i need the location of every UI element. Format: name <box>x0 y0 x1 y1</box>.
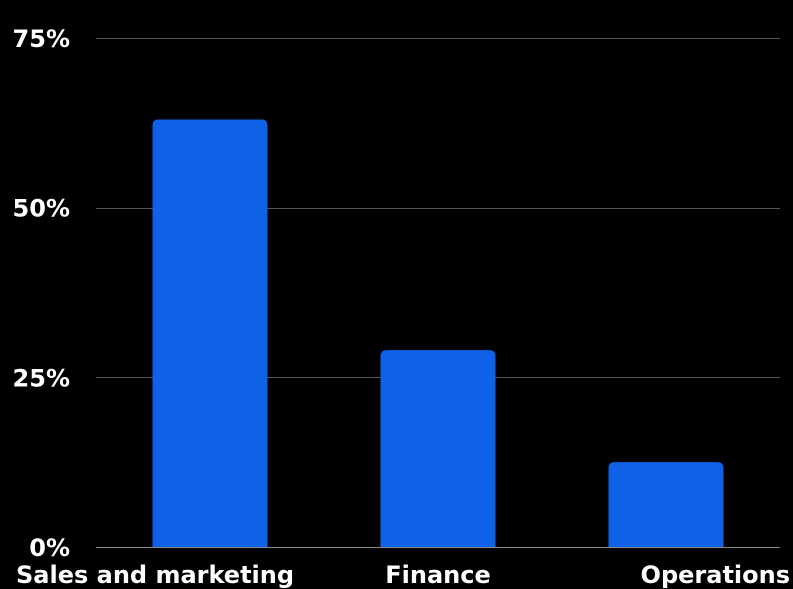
bar-operations <box>608 462 724 547</box>
y-axis-tick-labels: 0% 25% 50% 75% <box>13 25 70 562</box>
category-label-operations: Operations <box>641 561 790 589</box>
y-tick-label-0: 0% <box>29 534 70 562</box>
y-tick-label-2: 50% <box>13 195 70 223</box>
bars <box>152 119 724 547</box>
x-axis-category-labels: Sales and marketing Finance Operations <box>16 561 790 589</box>
category-label-finance: Finance <box>385 561 491 589</box>
category-label-sales-and-marketing: Sales and marketing <box>16 561 294 589</box>
y-tick-label-1: 25% <box>13 364 70 392</box>
y-tick-label-3: 75% <box>13 25 70 53</box>
bar-sales-and-marketing <box>152 119 268 547</box>
bar-finance <box>380 350 496 547</box>
